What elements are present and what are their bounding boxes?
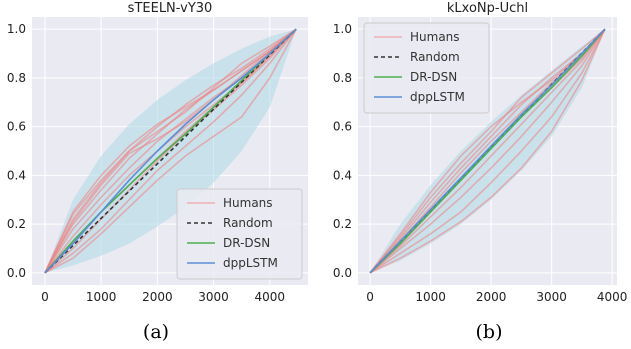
- series-line-humans: [369, 28, 606, 274]
- series-line-random: [44, 28, 297, 274]
- series-line-dr-dsn: [44, 28, 297, 274]
- series-line-humans: [44, 28, 297, 274]
- y-tick-label: 1.0: [7, 22, 26, 36]
- x-tick-label: 3000: [198, 290, 229, 304]
- y-tick-label: 1.0: [333, 22, 352, 36]
- y-tick-label: 0.0: [333, 266, 352, 280]
- x-tick-label: 0: [41, 290, 49, 304]
- series-line-humans: [44, 28, 297, 274]
- x-tick-label: 4000: [255, 290, 286, 304]
- series-line-dpplstm: [369, 28, 606, 274]
- series-line-humans: [369, 28, 606, 274]
- legend-label: dppLSTM: [410, 90, 465, 104]
- series-line-humans: [369, 28, 606, 274]
- x-tick-label: 1000: [86, 290, 117, 304]
- x-tick-label: 0: [366, 290, 374, 304]
- series-line-humans: [44, 28, 297, 274]
- legend-label: Random: [410, 50, 460, 64]
- legend: Humans Random DR-DSN dppLSTM: [176, 188, 303, 280]
- y-tick-label: 0.6: [333, 120, 352, 134]
- series-line-humans: [44, 28, 297, 274]
- y-tick-label: 0.4: [333, 168, 352, 182]
- y-tick-label: 0.4: [7, 168, 26, 182]
- series-line-humans: [44, 28, 297, 274]
- series-line-humans: [44, 28, 297, 274]
- legend-label: dppLSTM: [223, 256, 278, 270]
- x-tick-label: 2000: [476, 290, 507, 304]
- legend-box: [176, 188, 303, 280]
- legend-label: DR-DSN: [410, 70, 457, 84]
- legend-label: Random: [223, 216, 273, 230]
- y-tick-label: 0.2: [7, 217, 26, 231]
- series-line-humans: [369, 28, 606, 274]
- y-tick-label: 0.6: [7, 120, 26, 134]
- y-tick-label: 0.8: [333, 71, 352, 85]
- x-tick-label: 1000: [415, 290, 446, 304]
- x-tick-label: 2000: [142, 290, 173, 304]
- chart-panel-a: 0 1000 2000 3000 4000 0.0 0.2 0.4 0.6 0.8 1.0 sTEEL…: [7, 1, 308, 304]
- legend-label: Humans: [410, 30, 460, 44]
- caption-a: (a): [143, 321, 169, 343]
- legend-label: Humans: [223, 196, 273, 210]
- y-tick-label: 0.0: [7, 266, 26, 280]
- x-tick-label: 4000: [597, 290, 628, 304]
- chart-panel-b: 0 1000 2000 3000 4000 0.0 0.2 0.4 0.6 0.8 1.0 kLxoN…: [333, 1, 628, 304]
- chart-title: sTEELN-vY30: [128, 1, 213, 16]
- series-line-dr-dsn: [369, 28, 606, 274]
- y-tick-label: 0.2: [333, 217, 352, 231]
- chart-title: kLxoNp-Uchl: [447, 1, 528, 16]
- series-line-humans: [369, 28, 606, 274]
- y-tick-label: 0.8: [7, 71, 26, 85]
- x-tick-label: 3000: [536, 290, 567, 304]
- caption-b: (b): [476, 321, 503, 343]
- legend-label: DR-DSN: [223, 236, 270, 250]
- legend: Humans Random DR-DSN dppLSTM: [363, 22, 490, 114]
- series-line-humans: [369, 28, 606, 274]
- series-line-dpplstm: [44, 28, 297, 274]
- legend-box: [363, 22, 490, 114]
